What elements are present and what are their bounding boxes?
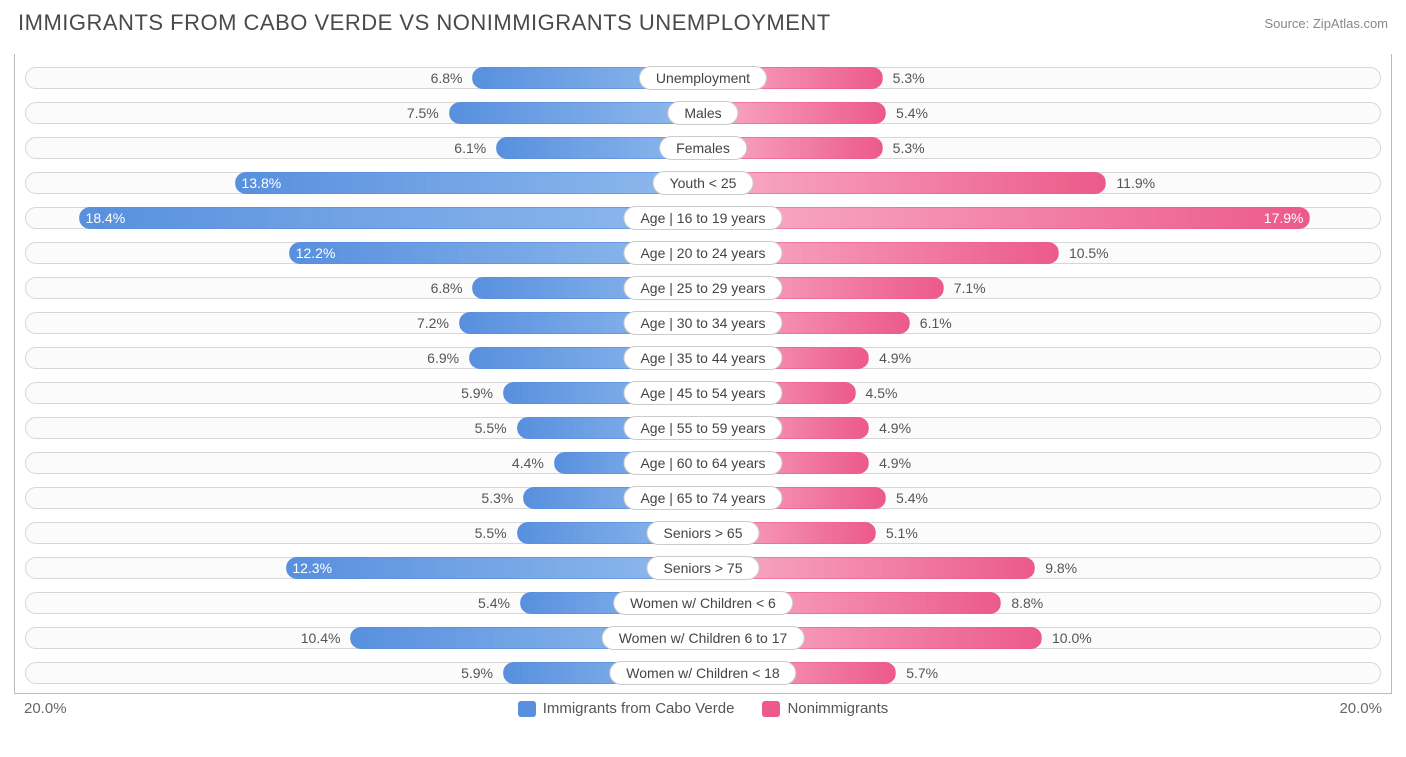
category-label: Age | 60 to 64 years (623, 451, 782, 475)
category-label: Age | 45 to 54 years (623, 381, 782, 405)
chart-row: 6.9% 4.9% Age | 35 to 44 years (25, 343, 1381, 373)
chart-row: 6.8% 7.1% Age | 25 to 29 years (25, 273, 1381, 303)
value-left: 5.5% (475, 522, 515, 544)
value-right: 11.9% (1108, 172, 1155, 194)
axis-max-right: 20.0% (1339, 700, 1382, 717)
value-right: 5.3% (885, 137, 925, 159)
category-label: Age | 55 to 59 years (623, 416, 782, 440)
legend-swatch-left (518, 701, 536, 717)
chart-body: 6.8% 5.3% Unemployment 7.5% 5.4% Males 6.1% 5.3… (14, 54, 1392, 694)
chart-row: 12.3% 9.8% Seniors > 75 (25, 553, 1381, 583)
chart-row: 5.5% 4.9% Age | 55 to 59 years (25, 413, 1381, 443)
value-left: 6.8% (431, 277, 471, 299)
chart-row: 13.8% 11.9% Youth < 25 (25, 168, 1381, 198)
value-right: 9.8% (1037, 557, 1077, 579)
category-label: Age | 25 to 29 years (623, 276, 782, 300)
category-label: Women w/ Children 6 to 17 (602, 626, 805, 650)
category-label: Age | 35 to 44 years (623, 346, 782, 370)
bar-right (703, 207, 1310, 229)
legend-item-left: Immigrants from Cabo Verde (518, 700, 735, 717)
chart-row: 6.1% 5.3% Females (25, 133, 1381, 163)
chart-row: 5.9% 5.7% Women w/ Children < 18 (25, 658, 1381, 688)
chart-row: 7.5% 5.4% Males (25, 98, 1381, 128)
value-right: 4.9% (871, 452, 911, 474)
bar-left (79, 207, 703, 229)
value-left: 5.3% (481, 487, 521, 509)
value-right: 6.1% (912, 312, 952, 334)
value-left: 13.8% (241, 172, 289, 194)
category-label: Females (659, 136, 747, 160)
category-label: Women w/ Children < 18 (609, 661, 796, 685)
category-label: Males (667, 101, 738, 125)
value-right: 5.7% (898, 662, 938, 684)
legend-label-right: Nonimmigrants (787, 700, 888, 717)
category-label: Age | 65 to 74 years (623, 486, 782, 510)
chart-row: 5.9% 4.5% Age | 45 to 54 years (25, 378, 1381, 408)
bar-right (703, 172, 1106, 194)
legend-item-right: Nonimmigrants (762, 700, 888, 717)
value-right: 5.4% (888, 487, 928, 509)
value-right: 5.4% (888, 102, 928, 124)
value-left: 12.2% (296, 242, 344, 264)
source-label: Source: ZipAtlas.com (1264, 16, 1388, 31)
chart-row: 7.2% 6.1% Age | 30 to 34 years (25, 308, 1381, 338)
value-right: 7.1% (946, 277, 986, 299)
value-left: 12.3% (292, 557, 340, 579)
bar-left (286, 557, 703, 579)
header-row: IMMIGRANTS FROM CABO VERDE VS NONIMMIGRA… (14, 10, 1392, 36)
category-label: Unemployment (639, 66, 767, 90)
axis-max-left: 20.0% (24, 700, 67, 717)
value-right: 4.9% (871, 417, 911, 439)
value-left: 6.1% (454, 137, 494, 159)
value-right: 5.1% (878, 522, 918, 544)
category-label: Seniors > 65 (647, 521, 760, 545)
chart-row: 5.4% 8.8% Women w/ Children < 6 (25, 588, 1381, 618)
category-label: Women w/ Children < 6 (613, 591, 793, 615)
value-right: 5.3% (885, 67, 925, 89)
chart-row: 10.4% 10.0% Women w/ Children 6 to 17 (25, 623, 1381, 653)
legend-swatch-right (762, 701, 780, 717)
value-left: 6.9% (427, 347, 467, 369)
value-left: 18.4% (86, 207, 134, 229)
chart-title: IMMIGRANTS FROM CABO VERDE VS NONIMMIGRA… (18, 10, 831, 36)
value-right: 4.9% (871, 347, 911, 369)
category-label: Youth < 25 (653, 171, 754, 195)
value-left: 7.2% (417, 312, 457, 334)
chart-row: 5.5% 5.1% Seniors > 65 (25, 518, 1381, 548)
value-right: 10.5% (1061, 242, 1109, 264)
value-right: 17.9% (1256, 207, 1304, 229)
value-left: 5.4% (478, 592, 518, 614)
value-left: 4.4% (512, 452, 552, 474)
chart-row: 12.2% 10.5% Age | 20 to 24 years (25, 238, 1381, 268)
legend: Immigrants from Cabo Verde Nonimmigrants (518, 700, 889, 717)
chart-row: 4.4% 4.9% Age | 60 to 64 years (25, 448, 1381, 478)
footer-row: 20.0% Immigrants from Cabo Verde Nonimmi… (14, 694, 1392, 717)
chart-row: 18.4% 17.9% Age | 16 to 19 years (25, 203, 1381, 233)
category-label: Age | 16 to 19 years (623, 206, 782, 230)
legend-label-left: Immigrants from Cabo Verde (543, 700, 735, 717)
chart-row: 6.8% 5.3% Unemployment (25, 63, 1381, 93)
category-label: Seniors > 75 (647, 556, 760, 580)
category-label: Age | 30 to 34 years (623, 311, 782, 335)
value-right: 8.8% (1003, 592, 1043, 614)
value-left: 10.4% (301, 627, 349, 649)
bar-left (235, 172, 703, 194)
bar-left (449, 102, 703, 124)
value-right: 10.0% (1044, 627, 1092, 649)
value-left: 5.9% (461, 382, 501, 404)
value-left: 5.9% (461, 662, 501, 684)
value-left: 7.5% (407, 102, 447, 124)
chart-row: 5.3% 5.4% Age | 65 to 74 years (25, 483, 1381, 513)
value-right: 4.5% (858, 382, 898, 404)
value-left: 6.8% (431, 67, 471, 89)
category-label: Age | 20 to 24 years (623, 241, 782, 265)
value-left: 5.5% (475, 417, 515, 439)
